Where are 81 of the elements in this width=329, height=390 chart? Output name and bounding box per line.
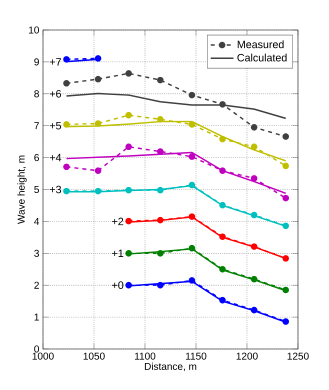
point: [250, 143, 258, 150]
y-tick-label: 6: [34, 154, 39, 162]
legend-label: Measured: [238, 40, 284, 48]
point: [94, 76, 102, 82]
point: [219, 233, 226, 240]
point: [188, 92, 196, 98]
annotation: +5: [50, 122, 62, 130]
point: [219, 202, 226, 208]
y-tick-label: 1: [34, 314, 39, 321]
point: [282, 162, 290, 170]
point: [250, 306, 258, 314]
point: [125, 70, 132, 77]
point: [125, 282, 132, 288]
x-tick-label: 1000: [32, 352, 54, 360]
point: [219, 136, 226, 142]
point: [188, 213, 196, 220]
point: [94, 167, 102, 174]
point: [188, 244, 196, 252]
annotation: +7: [50, 58, 61, 66]
point: [282, 255, 290, 262]
annotation: +2: [112, 218, 124, 226]
x-axis-title: Distance, m: [144, 362, 196, 372]
point: [250, 243, 258, 250]
point: [188, 277, 196, 284]
point: [63, 121, 70, 128]
point: [157, 216, 164, 224]
x-tick-label: 1100: [134, 352, 156, 360]
point: [250, 276, 258, 282]
y-tick-label: 5: [34, 186, 39, 193]
point: [250, 124, 258, 131]
legend-label: Calculated: [237, 54, 287, 62]
point: [250, 175, 258, 182]
y-tick-label: 9: [34, 58, 39, 66]
point: [125, 186, 132, 194]
y-tick-label: 3: [34, 250, 39, 257]
point: [188, 182, 196, 188]
point: [94, 188, 102, 194]
point: [125, 218, 132, 224]
point: [282, 286, 290, 294]
annotation: +4: [50, 154, 62, 162]
annotation: +1: [112, 250, 124, 257]
point: [157, 186, 164, 194]
point: [63, 80, 70, 87]
point: [125, 112, 132, 118]
annotation: +3: [50, 186, 62, 194]
x-tick-label: 1200: [236, 352, 258, 360]
point: [125, 250, 132, 257]
point: [157, 282, 164, 288]
point: [63, 56, 70, 63]
y-axis-title: Wave height, m: [17, 156, 27, 224]
x-tick-label: 1250: [288, 352, 309, 360]
point: [188, 121, 196, 128]
y-tick-label: 7: [34, 122, 39, 130]
x-tick-label: 1050: [84, 352, 105, 360]
y-tick-label: 4: [34, 218, 40, 225]
point: [94, 120, 102, 127]
point: [282, 318, 290, 325]
point: [219, 167, 226, 174]
point: [219, 101, 226, 108]
point: [157, 148, 164, 155]
point: [157, 116, 164, 123]
x-tick-label: 1150: [186, 352, 206, 360]
point: [250, 212, 258, 218]
y-tick-label: 10: [29, 26, 39, 34]
point: [94, 55, 102, 62]
y-tick-label: 0: [34, 345, 40, 353]
annotation: +0: [112, 281, 124, 289]
point: [282, 133, 290, 140]
point: [63, 164, 70, 170]
point: [125, 143, 132, 150]
point: [219, 296, 226, 304]
point: [157, 76, 164, 84]
point: [63, 188, 70, 194]
point: [282, 222, 290, 230]
y-tick-label: 2: [34, 282, 39, 289]
y-tick-label: 8: [34, 90, 39, 98]
point: [282, 194, 290, 202]
annotation: +6: [50, 90, 62, 98]
point: [157, 250, 164, 257]
point: [219, 266, 226, 273]
point: [188, 153, 196, 160]
